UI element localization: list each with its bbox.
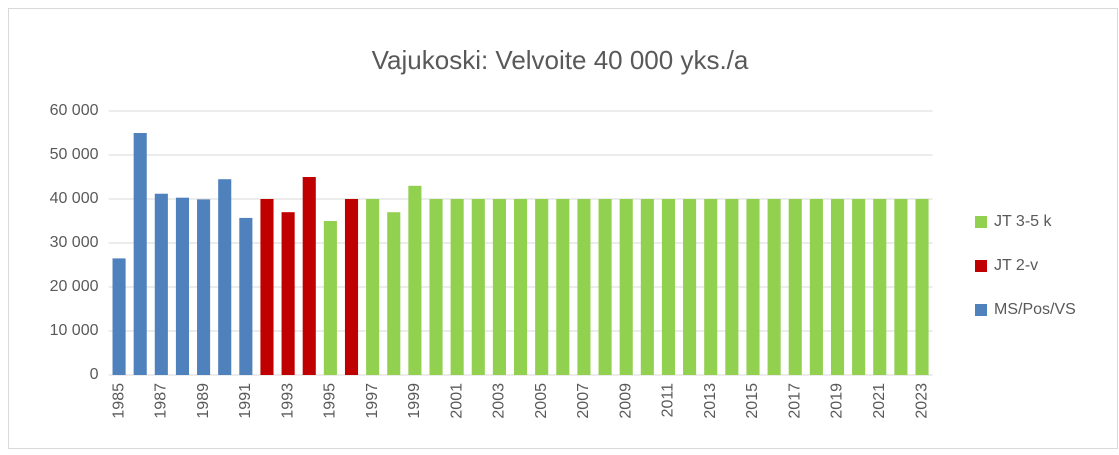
bar [175, 197, 190, 375]
bar [154, 193, 168, 375]
bar [535, 199, 549, 375]
bar [830, 199, 845, 375]
bar [344, 199, 359, 375]
bar [281, 212, 295, 375]
bar [894, 199, 908, 375]
y-tick-label: 50 000 [50, 146, 99, 163]
y-tick-label: 60 000 [50, 102, 99, 119]
bar [619, 199, 633, 375]
x-tick-label: 1985 [110, 383, 127, 419]
x-tick-label: 1991 [237, 383, 254, 419]
x-tick-label: 1989 [195, 383, 212, 419]
bar [788, 199, 802, 375]
bar [366, 199, 380, 375]
bar [704, 199, 718, 375]
x-tick-label: 1999 [406, 383, 423, 419]
bar [852, 199, 866, 375]
x-tick-label: 2003 [491, 383, 508, 419]
y-tick-label: 10 000 [50, 322, 99, 339]
legend-label: JT 3-5 k [994, 213, 1053, 230]
y-tick-label: 40 000 [50, 190, 99, 207]
chart-title: Vajukoski: Velvoite 40 000 yks./a [372, 45, 749, 75]
bar [513, 199, 528, 375]
x-tick-label: 2017 [786, 383, 803, 419]
bar [492, 199, 506, 375]
x-tick-label: 2009 [617, 383, 634, 419]
legend-label: JT 2-v [994, 257, 1038, 274]
bar [429, 199, 443, 375]
bar [577, 199, 591, 375]
x-tick-label: 2011 [660, 383, 677, 418]
x-tick-label: 1997 [364, 383, 381, 419]
x-tick-label: 1987 [153, 383, 170, 419]
bar [873, 199, 887, 375]
bar [133, 133, 147, 375]
y-tick-label: 30 000 [50, 234, 99, 251]
legend-label: MS/Pos/VS [994, 301, 1076, 318]
bar [197, 199, 211, 375]
x-tick-label: 2013 [702, 383, 719, 419]
bar [239, 217, 253, 375]
x-tick-label: 2005 [533, 383, 550, 419]
bar [450, 199, 464, 375]
bar [640, 199, 654, 375]
y-tick-label: 20 000 [50, 278, 99, 295]
bar [746, 199, 760, 375]
bar [387, 212, 401, 375]
bar [767, 199, 781, 375]
y-tick-label: 0 [90, 366, 99, 383]
legend-swatch [975, 304, 987, 316]
bar [661, 199, 676, 375]
x-tick-label: 2023 [913, 383, 930, 419]
x-tick-label: 1995 [322, 383, 339, 419]
bar [302, 177, 316, 375]
legend-swatch [975, 216, 987, 228]
bar [598, 199, 612, 375]
bar [471, 199, 485, 375]
bar [323, 221, 337, 375]
bar [915, 199, 929, 375]
bar [809, 199, 823, 375]
bar [725, 199, 739, 375]
x-tick-label: 2019 [829, 383, 846, 419]
x-tick-label: 1993 [279, 383, 296, 419]
legend-swatch [975, 260, 987, 272]
x-tick-label: 2021 [871, 383, 888, 419]
bar [218, 179, 232, 375]
bar [556, 199, 570, 375]
x-tick-label: 2007 [575, 383, 592, 419]
x-tick-label: 2015 [744, 383, 761, 419]
bar [260, 199, 274, 375]
x-tick-label: 2001 [448, 383, 465, 419]
bar [112, 258, 126, 375]
bar [683, 199, 697, 375]
bar [408, 185, 422, 375]
